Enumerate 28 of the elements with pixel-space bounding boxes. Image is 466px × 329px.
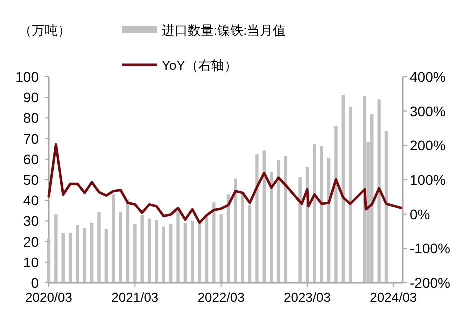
- y-tick-label: 50: [23, 172, 40, 188]
- y2-tick-label: 0%: [410, 206, 430, 222]
- y-tick-label: 0: [31, 275, 40, 291]
- y-tick-label: 60: [23, 151, 40, 168]
- y-tick-label: 20: [23, 234, 40, 250]
- y2-tick-label: -100%: [410, 240, 450, 257]
- y-tick-label: 70: [23, 130, 40, 147]
- y-tick-label: 30: [23, 213, 40, 230]
- x-tick-label: 2024/03: [370, 290, 418, 305]
- x-tick-label: 2020/03: [26, 290, 72, 305]
- y2-tick-label: 300%: [410, 103, 446, 120]
- y2-tick-label: 100%: [410, 172, 446, 188]
- x-tick-label: 2022/03: [198, 290, 245, 305]
- legend-item: 进口数量:镍铁:当月值: [122, 23, 286, 38]
- x-tick-label: 2021/03: [112, 290, 159, 305]
- y-axis-title: （万吨）: [19, 23, 71, 38]
- y2-tick-label: 200%: [410, 138, 446, 154]
- x-tick-label: 2023/03: [284, 290, 331, 305]
- y2-tick-label: 400%: [410, 69, 446, 85]
- y-tick-label: 80: [23, 110, 40, 126]
- legend-label: YoY（右轴）: [162, 58, 238, 73]
- y2-tick-label: -200%: [410, 275, 450, 291]
- y-tick-label: 90: [23, 90, 40, 106]
- y-tick-label: 100: [16, 69, 40, 85]
- legend-item: YoY（右轴）: [122, 58, 238, 73]
- legend-label: 进口数量:镍铁:当月值: [162, 23, 286, 38]
- y-tick-label: 10: [23, 254, 40, 270]
- y-tick-label: 40: [23, 192, 40, 209]
